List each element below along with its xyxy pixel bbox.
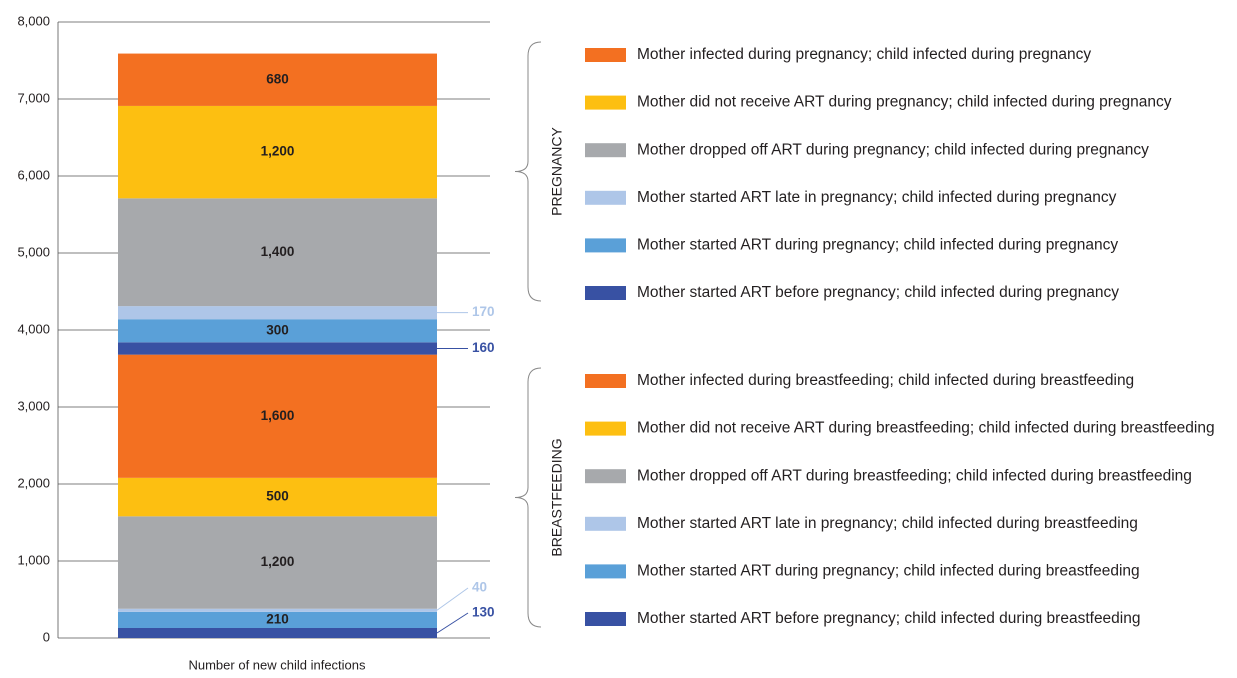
y-tick-label: 3,000 xyxy=(17,398,50,413)
bar-segment xyxy=(118,477,437,517)
legend-swatch xyxy=(585,612,626,626)
bar-segment xyxy=(118,354,437,478)
y-tick-label: 2,000 xyxy=(17,475,50,490)
legend-label: Mother started ART during pregnancy; chi… xyxy=(637,562,1140,579)
legend-swatch xyxy=(585,286,626,300)
legend-label: Mother started ART before pregnancy; chi… xyxy=(637,284,1119,301)
y-tick-label: 5,000 xyxy=(17,244,50,259)
y-tick-label: 1,000 xyxy=(17,552,50,567)
bar-segment xyxy=(118,611,437,628)
value-label: 210 xyxy=(266,611,289,626)
leader-line xyxy=(436,612,469,634)
value-label: 40 xyxy=(472,580,487,595)
bar-segment xyxy=(118,319,437,343)
value-label: 160 xyxy=(472,340,495,355)
legend-swatch xyxy=(585,143,626,158)
legend-swatch xyxy=(585,238,626,253)
bar-segment xyxy=(118,608,437,612)
legend-label: Mother started ART late in pregnancy; ch… xyxy=(637,515,1138,532)
value-label: 1,600 xyxy=(261,408,295,423)
legend-label: Mother dropped off ART during breastfeed… xyxy=(637,467,1192,484)
legend-label: Mother started ART before pregnancy; chi… xyxy=(637,610,1141,627)
bar-segment xyxy=(118,516,437,609)
bar-segment xyxy=(118,627,437,638)
legend-label: Mother dropped off ART during pregnancy;… xyxy=(637,141,1149,158)
legend-swatch xyxy=(585,421,626,436)
legend-label: Mother did not receive ART during breast… xyxy=(637,420,1215,437)
bar-segment xyxy=(118,198,437,307)
legend-swatch xyxy=(585,374,626,388)
value-label: 300 xyxy=(266,322,289,337)
bar-segment xyxy=(118,105,437,199)
leader-line xyxy=(436,587,469,611)
group-bracket xyxy=(514,367,542,628)
value-label: 500 xyxy=(266,489,289,504)
group-label: PREGNANCY xyxy=(549,126,565,215)
legend-label: Mother started ART late in pregnancy; ch… xyxy=(637,189,1117,206)
group-label: BREASTFEEDING xyxy=(549,438,565,556)
value-label: 130 xyxy=(472,605,495,620)
legend-label: Mother infected during pregnancy; child … xyxy=(637,46,1091,63)
group-bracket xyxy=(514,41,542,302)
y-tick-label: 8,000 xyxy=(17,13,50,28)
legend-swatch xyxy=(585,48,626,62)
y-tick-label: 4,000 xyxy=(17,321,50,336)
value-label: 1,400 xyxy=(261,244,295,259)
legend-swatch xyxy=(585,469,626,484)
legend-label: Mother infected during breastfeeding; ch… xyxy=(637,372,1134,389)
y-tick-label: 7,000 xyxy=(17,90,50,105)
y-tick-label: 0 xyxy=(43,629,50,644)
legend-swatch xyxy=(585,564,626,579)
x-axis-label: Number of new child infections xyxy=(188,657,366,672)
bar-segment xyxy=(118,342,437,355)
value-label: 170 xyxy=(472,304,495,319)
value-label: 1,200 xyxy=(261,144,295,159)
legend-label: Mother started ART during pregnancy; chi… xyxy=(637,236,1118,253)
value-label: 1,200 xyxy=(261,554,295,569)
bar-segment xyxy=(118,306,437,320)
legend-swatch xyxy=(585,190,626,205)
legend-swatch xyxy=(585,95,626,110)
y-tick-label: 6,000 xyxy=(17,167,50,182)
legend-swatch xyxy=(585,516,626,531)
legend-label: Mother did not receive ART during pregna… xyxy=(637,94,1172,111)
value-label: 680 xyxy=(266,71,289,86)
bar-segment xyxy=(118,53,437,106)
